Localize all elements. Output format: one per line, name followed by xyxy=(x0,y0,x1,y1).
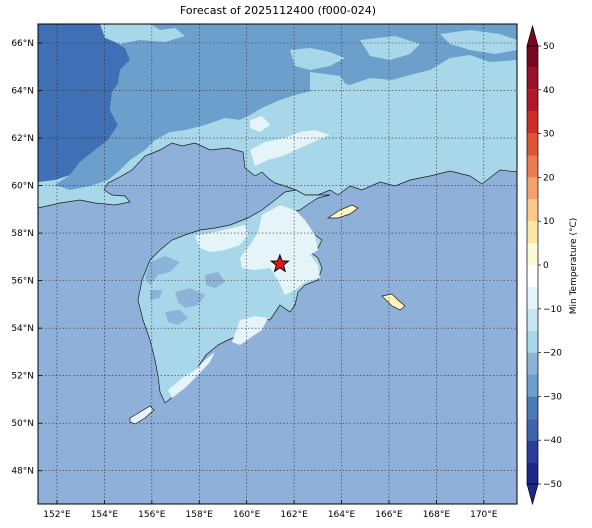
colorbar-extend-max xyxy=(526,24,539,47)
colorbar-tick-label: 40 xyxy=(543,86,555,96)
tick-label-lat: 60°N xyxy=(11,182,34,192)
colorbar-band xyxy=(527,221,538,244)
tick-label-lat: 66°N xyxy=(11,39,34,49)
tick-label-lat: 50°N xyxy=(11,419,34,429)
tick-label-lat: 54°N xyxy=(11,324,34,334)
colorbar-band xyxy=(527,308,538,331)
map-frame xyxy=(37,23,518,505)
location-marker-layer xyxy=(269,253,290,273)
coldest-zone-northwest xyxy=(38,24,130,182)
colorbar-band xyxy=(527,286,538,309)
mild-zone-peninsula-north xyxy=(195,225,248,252)
colorbar-tick-label: 20 xyxy=(543,173,555,183)
tick-label-lon: 170°E xyxy=(470,510,498,520)
tick-label-lon: 158°E xyxy=(186,510,214,520)
colorbar-tick-label: −30 xyxy=(543,392,562,402)
map-area[interactable] xyxy=(38,24,517,504)
mild-zone-peninsula-southeast xyxy=(232,316,268,345)
cold-patch-peninsula-2 xyxy=(175,288,205,308)
cold-patch-peninsula-1 xyxy=(145,256,180,285)
colorbar-band xyxy=(527,243,538,265)
cold-patch-north-1 xyxy=(100,24,185,44)
colorbar-band xyxy=(527,396,538,419)
tick-label-lon: 166°E xyxy=(375,510,403,520)
colorbar-tick-label: 0 xyxy=(543,261,549,271)
colorbar-band xyxy=(527,440,538,463)
mild-zone-peninsula-south xyxy=(168,352,215,398)
cold-patch-peninsula-3 xyxy=(165,310,188,325)
tick-label-lat: 56°N xyxy=(11,277,34,287)
colorbar: −50 −40 −30 −20 −10 0 10 20 30 40 50 xyxy=(526,24,562,506)
tick-label-lon: 152°E xyxy=(43,510,71,520)
colorbar-tick-label: −10 xyxy=(543,305,562,315)
colorbar-band xyxy=(527,462,538,484)
cold-patch-north-2 xyxy=(290,48,345,70)
gridlines xyxy=(38,24,517,504)
colorbar-tick-label: −40 xyxy=(543,436,562,446)
cold-patch-north-5 xyxy=(310,72,350,96)
tick-label-lon: 156°E xyxy=(138,510,166,520)
colorbar-band xyxy=(527,330,538,353)
mild-strip-coast xyxy=(250,130,330,166)
colorbar-band xyxy=(527,199,538,222)
colorbar-band xyxy=(527,265,538,287)
colorbar-band xyxy=(527,155,538,178)
map-title: Forecast of 2025112400 (f000-024) xyxy=(179,4,377,17)
tick-label-lon: 164°E xyxy=(328,510,356,520)
colorbar-tick-label: 50 xyxy=(543,42,555,52)
mild-strip-coast-east xyxy=(250,116,270,132)
tick-label-lat: 58°N xyxy=(11,229,34,239)
colorbar-band xyxy=(527,352,538,375)
colorbar-band xyxy=(527,46,538,68)
tick-label-lon: 154°E xyxy=(91,510,119,520)
colorbar-extend-min xyxy=(526,483,539,506)
colorbar-band xyxy=(527,177,538,200)
star-marker-icon xyxy=(269,253,290,273)
cold-patch-north-3 xyxy=(360,36,420,60)
colorbar-label: Min Temperature (°C) xyxy=(569,218,579,315)
cold-patch-peninsula-4 xyxy=(205,272,225,288)
tick-label-lat: 52°N xyxy=(11,372,34,382)
colorbar-band xyxy=(527,133,538,156)
cold-patch-peninsula-5 xyxy=(150,290,162,300)
colorbar-tick-label: 10 xyxy=(543,217,555,227)
tick-label-lon: 168°E xyxy=(423,510,451,520)
colorbar-band xyxy=(527,418,538,441)
colorbar-tick-label: −20 xyxy=(543,349,562,359)
karaginsky-island xyxy=(326,204,359,219)
tick-label-lat: 48°N xyxy=(11,467,34,477)
tick-label-lon: 160°E xyxy=(233,510,261,520)
west-island xyxy=(129,405,155,425)
colorbar-band xyxy=(527,89,538,112)
tick-label-lat: 62°N xyxy=(11,134,34,144)
colorbar-tick-label: −50 xyxy=(543,480,562,490)
axis-ticks: 152°E 154°E 156°E 158°E 160°E 162°E 164°E 166°E… xyxy=(11,39,497,520)
colorbar-band xyxy=(527,111,538,134)
colorbar-band xyxy=(527,374,538,397)
cold-patch-north-4 xyxy=(440,30,517,54)
very-cold-zone-north xyxy=(55,24,517,190)
colorbar-band xyxy=(527,67,538,90)
tick-label-lon: 162°E xyxy=(280,510,308,520)
commander-islands xyxy=(381,293,406,311)
tick-label-lat: 64°N xyxy=(11,87,34,97)
mild-zone-peninsula-east xyxy=(240,205,320,295)
colorbar-tick-label: 30 xyxy=(543,130,555,140)
